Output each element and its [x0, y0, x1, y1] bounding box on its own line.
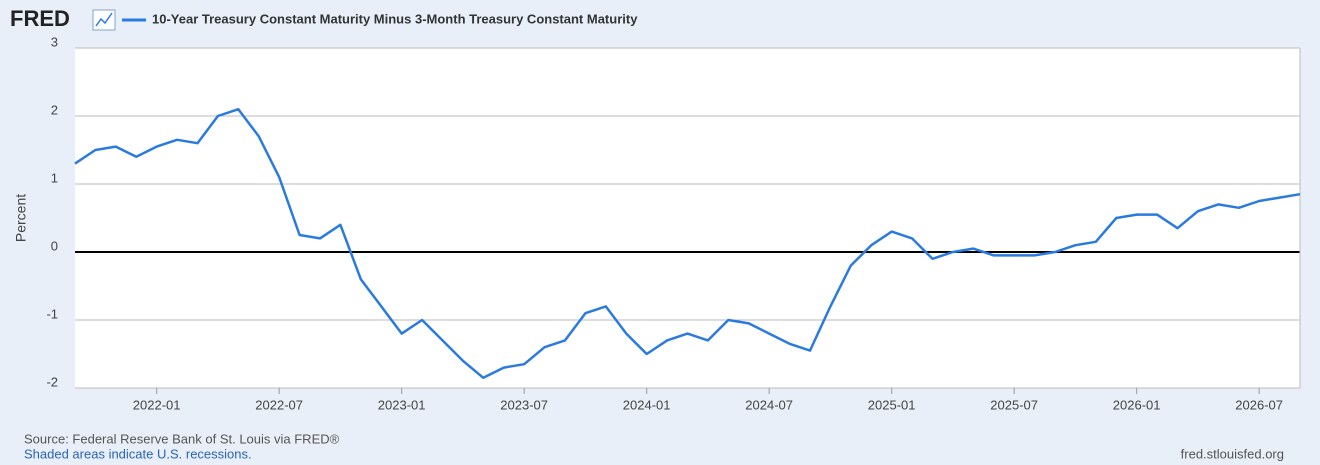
series-line [74, 107, 1301, 380]
source-note: Source: Federal Reserve Bank of St. Loui… [24, 431, 340, 446]
plot-area [75, 48, 1300, 388]
y-tick-label: 1 [51, 170, 58, 185]
y-tick-label: 0 [51, 238, 58, 253]
x-tick-label: 2026-01 [1113, 397, 1161, 412]
x-tick-label: 2025-07 [990, 397, 1038, 412]
y-axis-label: Percent [13, 194, 29, 242]
site-url: fred.stlouisfed.org [1181, 446, 1284, 461]
logo: FRED [10, 6, 70, 31]
x-tick-label: 2025-01 [868, 397, 916, 412]
x-tick-label: 2023-01 [378, 397, 426, 412]
legend-label: 10-Year Treasury Constant Maturity Minus… [152, 11, 638, 26]
x-tick-label: 2024-07 [745, 397, 793, 412]
x-tick-label: 2026-07 [1235, 397, 1283, 412]
y-tick-label: 2 [51, 102, 58, 117]
x-tick-label: 2024-01 [623, 397, 671, 412]
y-tick-label: -2 [46, 374, 58, 389]
x-tick-label: 2022-07 [255, 397, 303, 412]
recession-note: Shaded areas indicate U.S. recessions. [24, 446, 252, 461]
y-tick-label: -1 [46, 306, 58, 321]
x-tick-label: 2023-07 [500, 397, 548, 412]
x-tick-label: 2022-01 [133, 397, 181, 412]
logo-icon-line [95, 12, 113, 27]
y-tick-label: 3 [51, 34, 58, 49]
logo-icon [92, 9, 116, 31]
